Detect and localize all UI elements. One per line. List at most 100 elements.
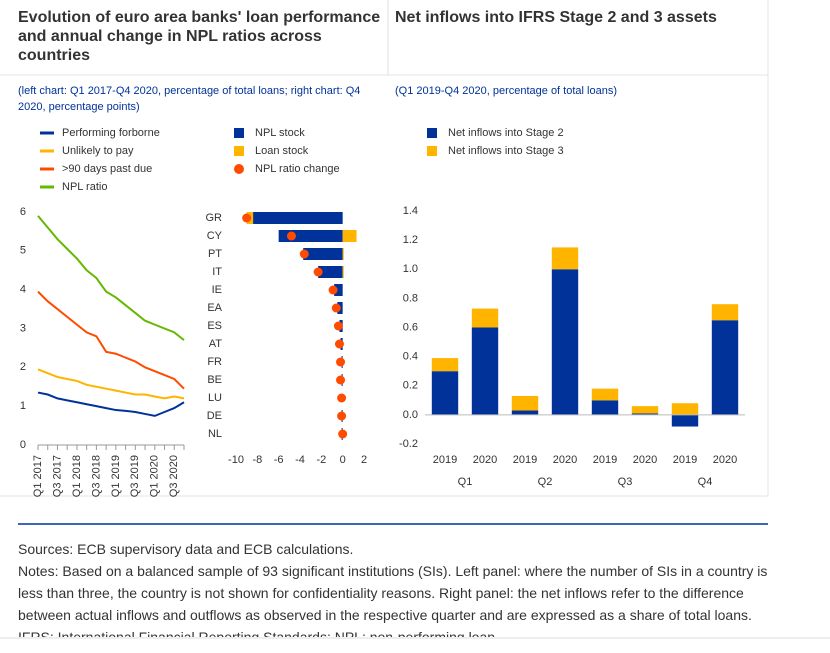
bar	[431, 371, 459, 415]
x-tick-label: Q1 2018	[71, 455, 83, 497]
y-tick-label: 0.6	[403, 321, 418, 333]
bar	[631, 406, 659, 414]
bar	[342, 230, 357, 242]
legend-label: Unlikely to pay	[62, 145, 134, 157]
y-tick-label: BE	[207, 374, 222, 386]
x-tick-label: -8	[252, 454, 262, 466]
y-tick-label: LU	[208, 392, 222, 404]
y-tick-label: 3	[20, 322, 26, 334]
y-tick-label: 0.2	[403, 380, 418, 392]
y-tick-label: 1.2	[403, 234, 418, 246]
y-tick-label: PT	[208, 248, 222, 260]
x-tick-label: 2019	[673, 454, 697, 466]
x-tick-label: Q1 2019	[110, 455, 122, 497]
legend-swatch	[234, 128, 244, 138]
dot	[299, 249, 309, 259]
bar	[342, 248, 344, 260]
dot	[338, 429, 348, 439]
bar	[511, 410, 539, 415]
bar	[711, 320, 739, 415]
bar	[253, 212, 343, 224]
y-tick-label: 1.0	[403, 263, 418, 275]
y-tick-label: ES	[207, 320, 222, 332]
x-tick-label: -2	[316, 454, 326, 466]
y-tick-label: FR	[207, 356, 222, 368]
x-tick-label: -4	[295, 454, 305, 466]
bar	[342, 266, 344, 278]
y-tick-label: 6	[20, 206, 26, 218]
legend-swatch	[427, 146, 437, 156]
y-tick-label: 0	[20, 439, 26, 451]
legend-label: >90 days past due	[62, 163, 152, 175]
bar	[334, 284, 343, 296]
bar	[471, 327, 499, 415]
bar	[551, 269, 579, 415]
x-tick-label: Q1 2017	[32, 455, 44, 497]
bar	[631, 413, 659, 415]
x-tick-label: 2019	[593, 454, 617, 466]
bar	[431, 358, 459, 372]
legend-label: Performing forborne	[62, 127, 160, 139]
x-tick-label: 2020	[633, 454, 657, 466]
bar	[318, 266, 343, 278]
group-label: Q2	[538, 476, 553, 488]
bar	[671, 403, 699, 415]
dot	[313, 267, 323, 277]
bar	[551, 247, 579, 270]
bar	[711, 304, 739, 321]
y-tick-label: 4	[20, 284, 26, 296]
y-tick-label: CY	[207, 230, 223, 242]
line	[37, 215, 185, 341]
bar	[591, 400, 619, 415]
y-tick-label: 1.4	[403, 205, 418, 217]
x-tick-label: -10	[228, 454, 244, 466]
dot	[337, 393, 347, 403]
legend-swatch	[234, 164, 244, 174]
sources: Sources: ECB supervisory data and ECB ca…	[18, 541, 354, 557]
y-tick-label: 1	[20, 400, 26, 412]
y-tick-label: 0.4	[403, 351, 418, 363]
x-tick-label: 2020	[473, 454, 497, 466]
legend-label: Loan stock	[255, 145, 309, 157]
x-tick-label: 2019	[433, 454, 457, 466]
line	[37, 290, 185, 390]
x-tick-label: 0	[340, 454, 346, 466]
footnotes: Sources: ECB supervisory data and ECB ca…	[18, 538, 778, 637]
x-tick-label: 2020	[553, 454, 577, 466]
x-tick-label: 2019	[513, 454, 537, 466]
y-tick-label: 2	[20, 361, 26, 373]
dot	[336, 357, 346, 367]
y-tick-label: 0.0	[403, 409, 418, 421]
legend-swatch	[427, 128, 437, 138]
y-tick-label: NL	[208, 428, 222, 440]
bar	[591, 388, 619, 401]
y-tick-label: AT	[209, 338, 223, 350]
x-tick-label: Q3 2020	[168, 455, 180, 497]
dot	[242, 213, 252, 223]
y-tick-label: IT	[212, 266, 222, 278]
x-tick-label: Q3 2019	[129, 455, 141, 497]
dot	[286, 231, 296, 241]
left-title: Evolution of euro area banks' loan perfo…	[18, 9, 381, 64]
legend-swatch	[234, 146, 244, 156]
notes: Notes: Based on a balanced sample of 93 …	[18, 563, 768, 637]
legend-label: NPL ratio change	[255, 163, 340, 175]
group-label: Q1	[458, 476, 473, 488]
group-label: Q4	[698, 476, 713, 488]
line	[37, 368, 185, 400]
bar	[671, 414, 699, 427]
line	[37, 391, 185, 417]
x-tick-label: 2020	[713, 454, 737, 466]
right-title: Net inflows into IFRS Stage 2 and 3 asse…	[395, 9, 717, 26]
y-tick-label: 0.8	[403, 292, 418, 304]
y-tick-label: -0.2	[399, 438, 418, 450]
x-tick-label: Q3 2017	[51, 455, 63, 497]
group-label: Q3	[618, 476, 633, 488]
y-tick-label: 5	[20, 245, 26, 257]
right-subtitle: (Q1 2019-Q4 2020, percentage of total lo…	[395, 85, 617, 97]
y-tick-label: DE	[207, 410, 222, 422]
y-tick-label: EA	[207, 302, 222, 314]
dot	[337, 411, 347, 421]
